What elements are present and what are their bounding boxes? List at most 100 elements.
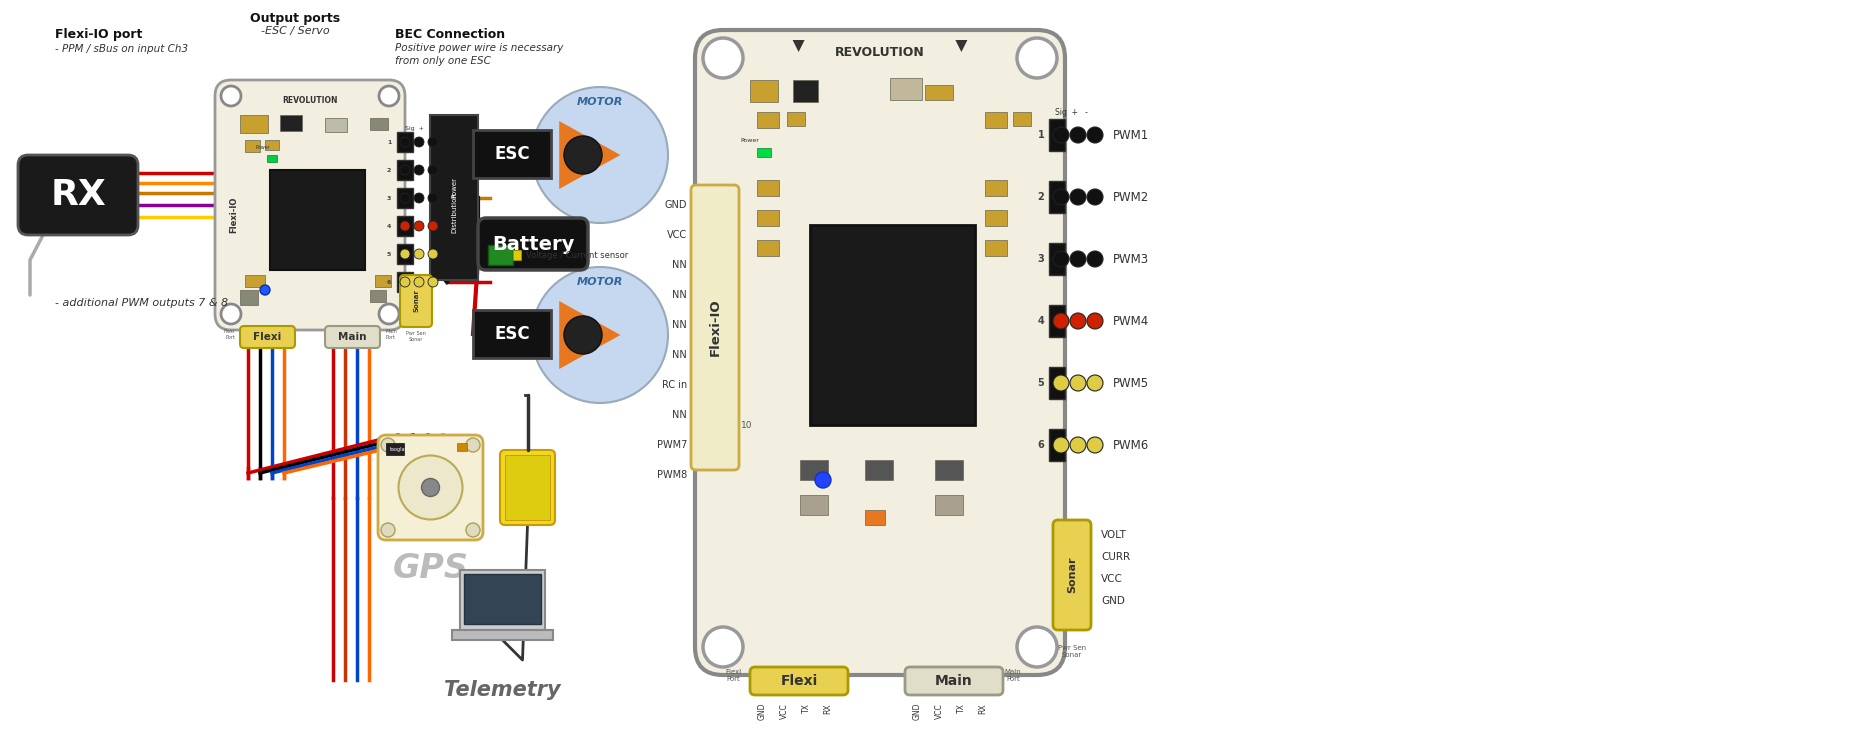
Circle shape bbox=[1070, 189, 1085, 205]
Circle shape bbox=[1070, 437, 1085, 453]
Circle shape bbox=[1087, 127, 1104, 143]
Circle shape bbox=[1054, 251, 1069, 267]
Text: NN: NN bbox=[672, 260, 687, 270]
Circle shape bbox=[415, 137, 424, 147]
Circle shape bbox=[428, 249, 439, 259]
Circle shape bbox=[428, 137, 439, 147]
Bar bbox=[757, 180, 780, 196]
Text: 5: 5 bbox=[1037, 378, 1045, 388]
Bar bbox=[1048, 119, 1065, 151]
Circle shape bbox=[400, 165, 409, 175]
Bar bbox=[800, 460, 828, 480]
Text: PWM2: PWM2 bbox=[1113, 190, 1150, 204]
Circle shape bbox=[1017, 38, 1057, 78]
Text: ESC: ESC bbox=[494, 145, 530, 163]
Text: REVOLUTION: REVOLUTION bbox=[282, 96, 337, 105]
Bar bbox=[757, 148, 770, 157]
Circle shape bbox=[1017, 627, 1057, 667]
Text: NN: NN bbox=[672, 290, 687, 300]
Circle shape bbox=[1087, 375, 1104, 391]
Text: Power: Power bbox=[452, 177, 457, 198]
Text: RC in: RC in bbox=[661, 380, 687, 390]
FancyBboxPatch shape bbox=[694, 30, 1065, 675]
Text: Pwr Sen
Sonar: Pwr Sen Sonar bbox=[406, 331, 426, 342]
Bar bbox=[385, 443, 404, 455]
Bar bbox=[985, 112, 1007, 128]
Text: GND: GND bbox=[757, 703, 767, 721]
Bar bbox=[396, 132, 413, 152]
Bar bbox=[865, 510, 885, 525]
Bar bbox=[457, 443, 467, 451]
Bar bbox=[757, 240, 780, 256]
Text: PWM5: PWM5 bbox=[1113, 377, 1148, 389]
Bar bbox=[757, 112, 780, 128]
Circle shape bbox=[220, 86, 241, 106]
Circle shape bbox=[467, 523, 480, 537]
Circle shape bbox=[1070, 313, 1085, 329]
FancyBboxPatch shape bbox=[19, 155, 139, 235]
Text: 3: 3 bbox=[387, 195, 391, 201]
Text: ESC: ESC bbox=[494, 325, 530, 343]
Circle shape bbox=[400, 193, 409, 203]
Text: Flexi-IO port: Flexi-IO port bbox=[56, 28, 143, 41]
Text: Output ports: Output ports bbox=[250, 12, 341, 25]
Text: 4: 4 bbox=[387, 223, 391, 229]
Circle shape bbox=[382, 523, 394, 537]
Circle shape bbox=[1087, 251, 1104, 267]
Text: Sig  +   -: Sig + - bbox=[1054, 107, 1087, 116]
Text: Power: Power bbox=[256, 145, 270, 150]
FancyBboxPatch shape bbox=[324, 326, 380, 348]
Circle shape bbox=[1087, 189, 1104, 205]
Text: BEC Connection: BEC Connection bbox=[394, 28, 506, 41]
Circle shape bbox=[1070, 251, 1085, 267]
Bar bbox=[1048, 367, 1065, 399]
Text: Battery: Battery bbox=[493, 235, 574, 254]
Text: Telemetry: Telemetry bbox=[444, 680, 561, 700]
Text: VCC: VCC bbox=[935, 703, 943, 719]
Circle shape bbox=[1054, 189, 1069, 205]
Bar bbox=[267, 155, 278, 162]
Text: GPS: GPS bbox=[393, 551, 469, 585]
FancyBboxPatch shape bbox=[1054, 520, 1091, 630]
Bar bbox=[396, 244, 413, 264]
Bar bbox=[324, 118, 346, 132]
Circle shape bbox=[428, 221, 439, 231]
Text: Flexi-IO: Flexi-IO bbox=[709, 299, 722, 357]
Circle shape bbox=[400, 249, 409, 259]
Bar bbox=[244, 140, 259, 152]
Text: -ESC / Servo: -ESC / Servo bbox=[261, 26, 330, 36]
Bar bbox=[787, 112, 806, 126]
Text: GND: GND bbox=[665, 200, 687, 210]
Text: MOTOR: MOTOR bbox=[576, 277, 622, 287]
Text: Flexi: Flexi bbox=[254, 332, 282, 342]
Text: Flexi
Port: Flexi Port bbox=[224, 329, 235, 340]
FancyBboxPatch shape bbox=[691, 185, 739, 470]
Circle shape bbox=[415, 221, 424, 231]
Bar bbox=[935, 495, 963, 515]
Circle shape bbox=[428, 193, 439, 203]
Bar bbox=[487, 245, 513, 265]
Text: taoglas: taoglas bbox=[391, 447, 407, 452]
Circle shape bbox=[1054, 375, 1069, 391]
Text: RX: RX bbox=[824, 703, 833, 713]
Circle shape bbox=[1070, 375, 1085, 391]
Bar bbox=[985, 180, 1007, 196]
Bar bbox=[506, 455, 550, 520]
Circle shape bbox=[398, 456, 463, 519]
Circle shape bbox=[532, 87, 669, 223]
Circle shape bbox=[704, 627, 743, 667]
Bar bbox=[459, 570, 544, 630]
Text: Main: Main bbox=[339, 332, 367, 342]
Bar bbox=[924, 85, 954, 100]
Bar bbox=[472, 310, 552, 358]
Circle shape bbox=[382, 438, 394, 452]
Text: MOTOR: MOTOR bbox=[576, 97, 622, 107]
Text: RX: RX bbox=[978, 703, 987, 713]
Polygon shape bbox=[793, 40, 804, 52]
Bar bbox=[1048, 181, 1065, 213]
Text: 10: 10 bbox=[741, 420, 752, 429]
Bar bbox=[241, 115, 269, 133]
Polygon shape bbox=[559, 301, 620, 369]
Circle shape bbox=[815, 472, 832, 488]
Circle shape bbox=[415, 277, 424, 287]
